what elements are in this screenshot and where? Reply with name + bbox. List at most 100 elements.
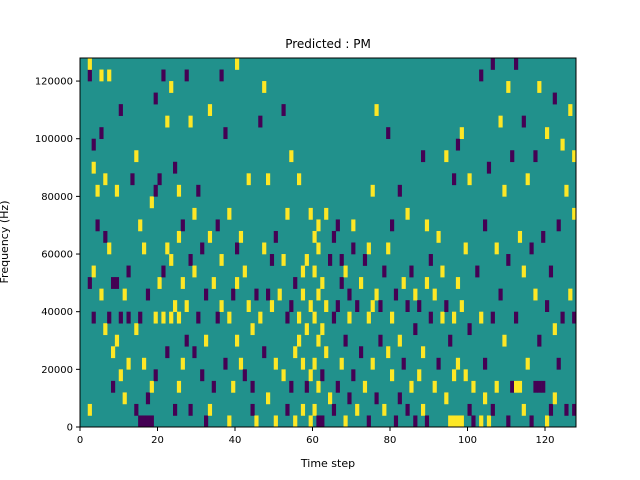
heatmap-cell [87,69,92,82]
heatmap-cell [541,380,546,393]
heatmap-cell [200,369,205,382]
heatmap-cell [347,311,352,324]
heatmap-cell [235,277,240,289]
heatmap-cell [184,69,189,82]
heatmap-cell [444,392,449,405]
heatmap-cell [231,380,236,393]
heatmap-cell [320,277,325,289]
heatmap-cell [351,242,356,255]
heatmap-cell [405,207,410,220]
heatmap-cell [188,254,193,266]
heatmap-cell [467,173,472,186]
heatmap-cell [386,242,391,255]
heatmap-cell [347,392,352,405]
heatmap-cell [207,104,213,116]
heatmap-cell [87,403,92,416]
heatmap-cell [572,403,577,416]
y-tick-label: 20000 [41,365,73,376]
heatmap-cell [483,357,488,370]
heatmap-cell [444,300,449,312]
heatmap-cell [514,380,519,393]
heatmap-cell [397,184,402,197]
heatmap-cell [455,357,461,370]
heatmap-cell [533,150,538,163]
heatmap-cell [374,104,379,116]
heatmap-cell [366,242,371,255]
heatmap-cell [355,300,360,312]
heatmap-cell [378,300,383,312]
heatmap-cell [459,415,464,428]
heatmap-cell [95,184,100,197]
heatmap-cell [242,369,247,382]
heatmap-cell [483,219,488,232]
heatmap-cell [355,403,360,416]
heatmap-cell [490,311,495,324]
heatmap-cell [397,392,402,405]
heatmap-cell [126,311,131,324]
heatmap-cell [506,81,511,93]
heatmap-cell [289,300,294,312]
heatmap-cell [281,254,286,266]
chart-title: Predicted : PM [285,37,371,51]
heatmap-cell [87,58,92,70]
heatmap-cell [374,288,379,301]
heatmap-cell [304,254,309,266]
heatmap-cell [304,380,309,393]
heatmap-cell [328,392,333,405]
heatmap-cell [99,69,104,82]
x-tick-label: 0 [77,435,83,446]
heatmap-cell [242,265,247,278]
heatmap-cell [351,369,356,382]
heatmap-cell [424,277,430,289]
heatmap-cell [572,150,577,163]
heatmap-cell [169,311,174,324]
heatmap-cell [324,346,329,359]
heatmap-cell [165,242,170,255]
heatmap-cell [393,415,399,428]
heatmap-cell [436,357,441,370]
y-tick-label: 100000 [35,134,73,145]
heatmap-cell [289,150,294,163]
heatmap-cell [568,288,573,301]
heatmap-cell [215,219,220,232]
heatmap-cell [192,207,197,220]
heatmap-cell [161,311,166,324]
heatmap-cell [529,415,534,428]
heatmap-cell [103,173,108,186]
heatmap-cell [479,311,484,324]
heatmap-cell [254,288,259,301]
heatmap-cell [382,265,387,278]
heatmap-cell [448,334,453,347]
heatmap-cell [196,184,201,197]
heatmap-cell [452,311,457,324]
heatmap-cell [269,300,275,312]
heatmap-cell [506,254,511,266]
heatmap-cell [421,346,426,359]
heatmap-cell [452,415,457,428]
heatmap-cell [548,265,554,278]
heatmap-cell [316,380,321,393]
heatmap-cell [417,369,422,382]
heatmap-cell [157,173,162,186]
heatmap-cell [432,380,437,393]
heatmap-cell [320,369,325,382]
heatmap-cell [494,242,499,255]
heatmap-cell [289,380,294,393]
heatmap-cell [386,127,391,140]
y-tick-label: 60000 [41,250,73,261]
heatmap-cell [300,265,306,278]
heatmap-cell [514,311,519,324]
heatmap-cell [378,334,383,347]
heatmap-cell [145,288,151,301]
heatmap-cell [545,127,550,140]
heatmap-cell [525,357,530,370]
heatmap-cell [390,369,395,382]
heatmap-cell [521,115,526,128]
x-axis-label: Time step [300,457,355,470]
y-tick-label: 40000 [41,307,73,318]
heatmap-cell [192,265,197,278]
heatmap-cell [142,242,147,255]
heatmap-cell [266,392,271,405]
heatmap-cell [285,403,290,416]
heatmap-cell [91,265,96,278]
